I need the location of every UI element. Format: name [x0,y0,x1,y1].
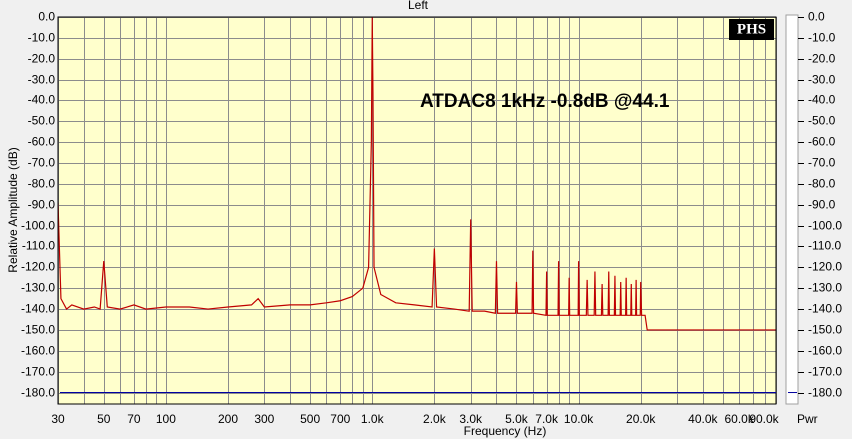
x-tick-label: 5.0k [505,412,529,426]
x-tick-label: 70 [127,412,141,426]
y2-tick-label: -100.0 [808,219,842,233]
y-tick-label: -100.0 [21,219,55,233]
meter-label: Pwr [797,412,818,426]
y2-tick-label: -80.0 [808,177,836,191]
y-tick-label: -30.0 [28,73,56,87]
plot-border [57,16,777,405]
y2-tick-label: -50.0 [808,114,836,128]
y2-tick-label: -130.0 [808,281,842,295]
x-tick-label: 1.0k [361,412,385,426]
logo-box [729,19,774,40]
x-tick-label: 30 [51,412,65,426]
y2-tick-label: -120.0 [808,260,842,274]
x-tick-label: 2.0k [423,412,447,426]
y2-tick-label: -90.0 [808,198,836,212]
y-tick-label: -120.0 [21,260,55,274]
y-tick-label: -140.0 [21,302,55,316]
y2-tick-label: -20.0 [808,52,836,66]
x-tick-label: 20.0k [626,412,656,426]
power-meter [785,14,799,405]
y2-tick-label: -10.0 [808,31,836,45]
y2-tick-label: -110.0 [808,239,841,253]
x-tick-label: 7.0k [535,412,559,426]
y2-tick-label: -150.0 [808,323,842,337]
y-tick-label: -180.0 [21,386,55,400]
y2-tick-label: -60.0 [808,135,836,149]
y-tick-label: -80.0 [28,177,56,191]
y-axis-label: Relative Amplitude (dB) [6,147,20,272]
spectrum-trace [58,17,776,331]
y-tick-label: -50.0 [28,114,56,128]
x-tick-label: 10.0k [564,412,594,426]
x-axis-label: Frequency (Hz) [464,424,547,438]
y-tick-label: -150.0 [21,323,55,337]
x-tick-label: 50 [97,412,111,426]
x-tick-label: 40.0k [688,412,718,426]
y-tick-label: -60.0 [28,135,56,149]
y2-tick-label: -40.0 [808,93,836,107]
x-tick-label: 500 [300,412,320,426]
y-tick-label: -110.0 [22,239,55,253]
trace-layer [58,17,776,331]
x-tick-label: 200 [218,412,238,426]
chart-title: Left [408,0,429,12]
y-tick-label: -90.0 [28,198,56,212]
logo: PHS [737,21,766,37]
y-tick-label: 0.0 [38,10,55,24]
y2-tick-label: -70.0 [808,156,836,170]
annotation: ATDAC8 1kHz -0.8dB @44.1 [420,91,670,112]
x-tick-label: 100 [156,412,176,426]
y2-tick-label: 0.0 [808,10,825,24]
y-tick-label: -70.0 [28,156,56,170]
y2-tick-label: -170.0 [808,365,842,379]
y2-tick-label: -180.0 [808,386,842,400]
x-tick-label: 3.0k [459,412,483,426]
y2-tick-label: -140.0 [808,302,842,316]
y-tick-label: -130.0 [21,281,55,295]
x-tick-label: 60.0k [724,412,754,426]
x-tick-label: 700 [330,412,350,426]
y-tick-label: -170.0 [21,365,55,379]
y2-tick-label: -30.0 [808,73,836,87]
x-tick-label: 300 [254,412,274,426]
x-tick-label: 90.0k [749,412,779,426]
y-tick-label: -40.0 [28,93,56,107]
y-tick-label: -10.0 [28,31,56,45]
y-tick-label: -160.0 [21,344,55,358]
plot-area [58,17,776,404]
y2-tick-label: -160.0 [808,344,842,358]
y-tick-label: -20.0 [28,52,56,66]
